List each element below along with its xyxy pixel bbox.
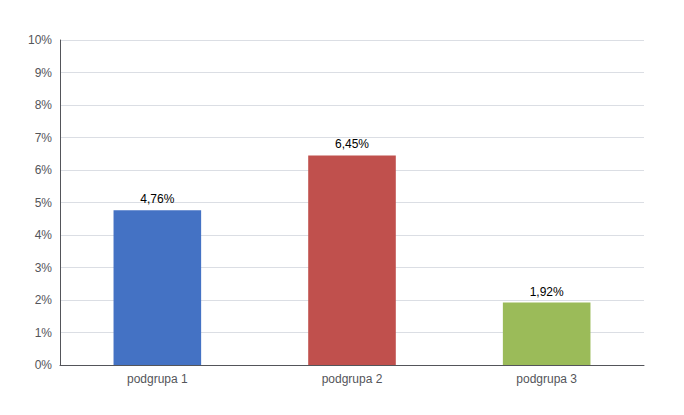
svg-text:10%: 10% (28, 33, 52, 47)
svg-text:podgrupa 2: podgrupa 2 (322, 372, 383, 386)
svg-text:4%: 4% (35, 228, 53, 242)
svg-text:4,76%: 4,76% (140, 192, 174, 206)
svg-text:6%: 6% (35, 163, 53, 177)
svg-text:2%: 2% (35, 293, 53, 307)
svg-text:3%: 3% (35, 261, 53, 275)
svg-text:6,45%: 6,45% (335, 137, 369, 151)
svg-text:8%: 8% (35, 98, 53, 112)
svg-text:podgrupa 3: podgrupa 3 (516, 372, 577, 386)
svg-text:7%: 7% (35, 131, 53, 145)
svg-text:1,92%: 1,92% (530, 285, 564, 299)
svg-text:5%: 5% (35, 196, 53, 210)
svg-text:podgrupa 1: podgrupa 1 (127, 372, 188, 386)
svg-text:1%: 1% (35, 326, 53, 340)
svg-text:0%: 0% (35, 358, 53, 372)
svg-text:9%: 9% (35, 66, 53, 80)
